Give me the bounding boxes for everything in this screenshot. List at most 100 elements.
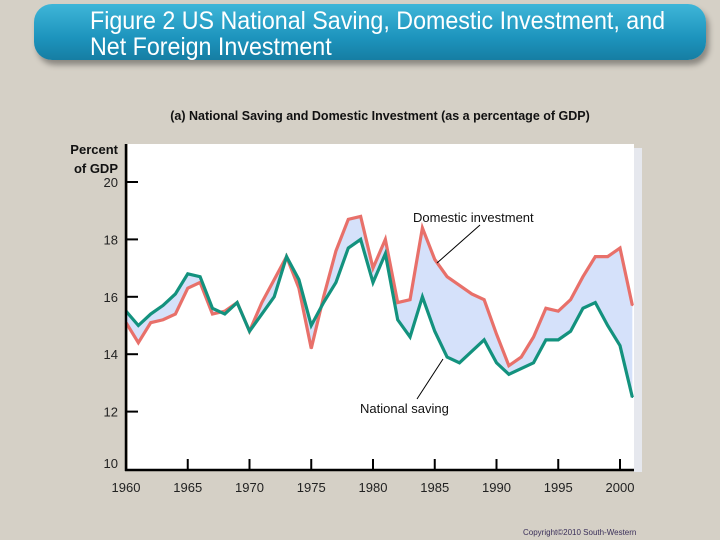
data-point [186, 287, 189, 289]
x-tick-label: 2000 [606, 480, 635, 495]
data-point [372, 267, 374, 269]
data-point [149, 321, 152, 324]
data-point [471, 293, 473, 295]
data-point [545, 339, 547, 341]
x-tick-label: 1985 [420, 480, 449, 495]
data-point [359, 238, 362, 241]
data-point [162, 304, 164, 307]
data-point [458, 362, 461, 364]
data-point [619, 247, 621, 249]
plot-area [128, 144, 634, 470]
data-point [594, 255, 597, 258]
data-point [631, 304, 634, 307]
data-point [508, 373, 510, 376]
data-point [298, 278, 300, 281]
data-point [384, 238, 387, 241]
data-point [471, 350, 473, 353]
y-axis-label-line1: Percent [70, 142, 118, 157]
data-point [483, 298, 485, 301]
data-point [582, 275, 584, 278]
data-point [335, 281, 337, 284]
data-point [421, 296, 424, 298]
data-point [433, 258, 436, 261]
data-point [557, 310, 560, 312]
y-tick-label: 16 [104, 290, 118, 305]
annotation-leader-national [416, 358, 444, 400]
data-point [224, 313, 226, 315]
annotation-national-saving: National saving [360, 401, 449, 416]
data-point [557, 339, 560, 341]
data-point [137, 324, 140, 327]
data-point [298, 287, 300, 289]
data-point [631, 396, 634, 399]
data-point [446, 275, 448, 278]
copyright: Copyright©2010 South-Western [523, 528, 637, 537]
data-point [433, 330, 436, 333]
data-point [569, 298, 572, 301]
data-point [273, 278, 276, 281]
data-point [273, 296, 276, 298]
data-point [322, 296, 325, 298]
chart-title: (a) National Saving and Domestic Investm… [170, 109, 590, 123]
data-point [532, 362, 535, 364]
data-point [322, 301, 325, 304]
data-point [162, 318, 164, 321]
x-tick-label: 1965 [173, 480, 202, 495]
data-point [446, 356, 448, 358]
x-tick-label: 1970 [235, 480, 264, 495]
data-point [396, 301, 399, 304]
data-point [409, 336, 411, 338]
data-point [310, 347, 313, 350]
data-point [347, 247, 350, 249]
plot-shadow [634, 148, 642, 472]
x-tick-label: 1980 [359, 480, 388, 495]
data-point [359, 215, 362, 218]
data-point [137, 341, 140, 344]
y-tick-label: 14 [104, 347, 118, 362]
x-tick-label: 1960 [112, 480, 141, 495]
data-point [335, 250, 337, 252]
data-point [261, 313, 263, 315]
data-point [606, 255, 609, 258]
data-point [421, 227, 424, 229]
annotation-leader-domestic [436, 224, 481, 264]
data-point [372, 281, 374, 284]
x-tick-label: 1975 [297, 480, 326, 495]
data-point [310, 324, 313, 327]
data-point [594, 301, 597, 304]
x-tick-label: 1995 [544, 480, 573, 495]
data-point [396, 318, 399, 321]
data-point [211, 307, 214, 310]
data-point [495, 333, 498, 335]
y-tick-label: 12 [104, 405, 118, 420]
data-point [384, 252, 387, 255]
data-point [520, 356, 522, 358]
data-point [149, 313, 152, 315]
y-tick-label: 18 [104, 232, 118, 247]
data-point [211, 313, 214, 315]
annotation-domestic-investment: Domestic investment [413, 210, 534, 225]
data-point [582, 307, 584, 310]
data-point [569, 330, 572, 333]
series-line-domestic-investment [124, 214, 634, 369]
data-point [174, 293, 177, 295]
data-point [248, 330, 251, 333]
data-point [347, 218, 350, 221]
data-point [174, 313, 177, 315]
data-point [619, 344, 621, 347]
figure-title: Figure 2 US National Saving, Domestic In… [90, 7, 666, 61]
title-banner: Figure 2 US National Saving, Domestic In… [34, 4, 706, 60]
data-point [261, 301, 263, 304]
data-point [606, 324, 609, 327]
data-point [458, 284, 461, 287]
y-tick-label: 10 [104, 456, 118, 471]
data-point [285, 255, 288, 258]
data-point [483, 339, 485, 341]
data-point [495, 362, 498, 364]
x-tick-label: 1990 [482, 480, 511, 495]
data-point [409, 298, 411, 301]
data-point [532, 336, 535, 338]
data-point [186, 273, 189, 275]
data-point [508, 364, 510, 367]
